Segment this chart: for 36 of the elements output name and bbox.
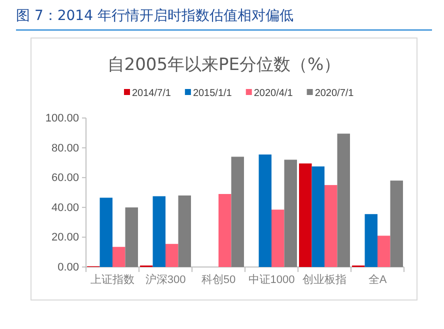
bar (152, 196, 166, 267)
y-tick-label: 0.00 (58, 262, 79, 274)
y-tick-label: 40.00 (51, 202, 79, 214)
bar (125, 207, 138, 267)
bar (364, 214, 378, 267)
x-tick-label: 沪深300 (145, 273, 186, 286)
bar (390, 180, 403, 267)
bar (258, 154, 272, 267)
bar (284, 160, 297, 267)
bar (218, 194, 232, 267)
bar (100, 198, 112, 267)
chart-subtitle: 自2005年以来PE分位数（%） (107, 55, 341, 75)
legend-label: 2014/7/1 (132, 88, 172, 99)
bar (312, 166, 324, 267)
x-tick-label: 中证1000 (248, 273, 295, 286)
y-tick-label: 80.00 (51, 142, 79, 154)
bar (166, 244, 178, 267)
y-tick-label: 60.00 (51, 172, 79, 184)
bar (272, 210, 284, 267)
bar (178, 195, 191, 267)
legend-label: 2020/7/1 (314, 88, 354, 99)
bar (324, 185, 338, 267)
y-tick-label: 20.00 (51, 232, 79, 244)
bar (299, 163, 312, 267)
x-tick-label: 全A (368, 274, 388, 286)
bar (337, 134, 350, 267)
y-tick-label: 100.00 (45, 112, 79, 125)
legend-label: 2015/1/1 (192, 88, 232, 99)
bar (112, 246, 126, 267)
legend-label: 2020/4/1 (254, 88, 294, 99)
x-tick-label: 创业板指 (302, 273, 346, 286)
x-tick-label: 上证指数 (90, 273, 134, 286)
bar (378, 236, 390, 267)
chart-title: 图 7：2014 年行情开启时指数估值相对偏低 (16, 8, 294, 24)
x-tick-label: 科创50 (201, 274, 236, 286)
bar (231, 156, 244, 267)
